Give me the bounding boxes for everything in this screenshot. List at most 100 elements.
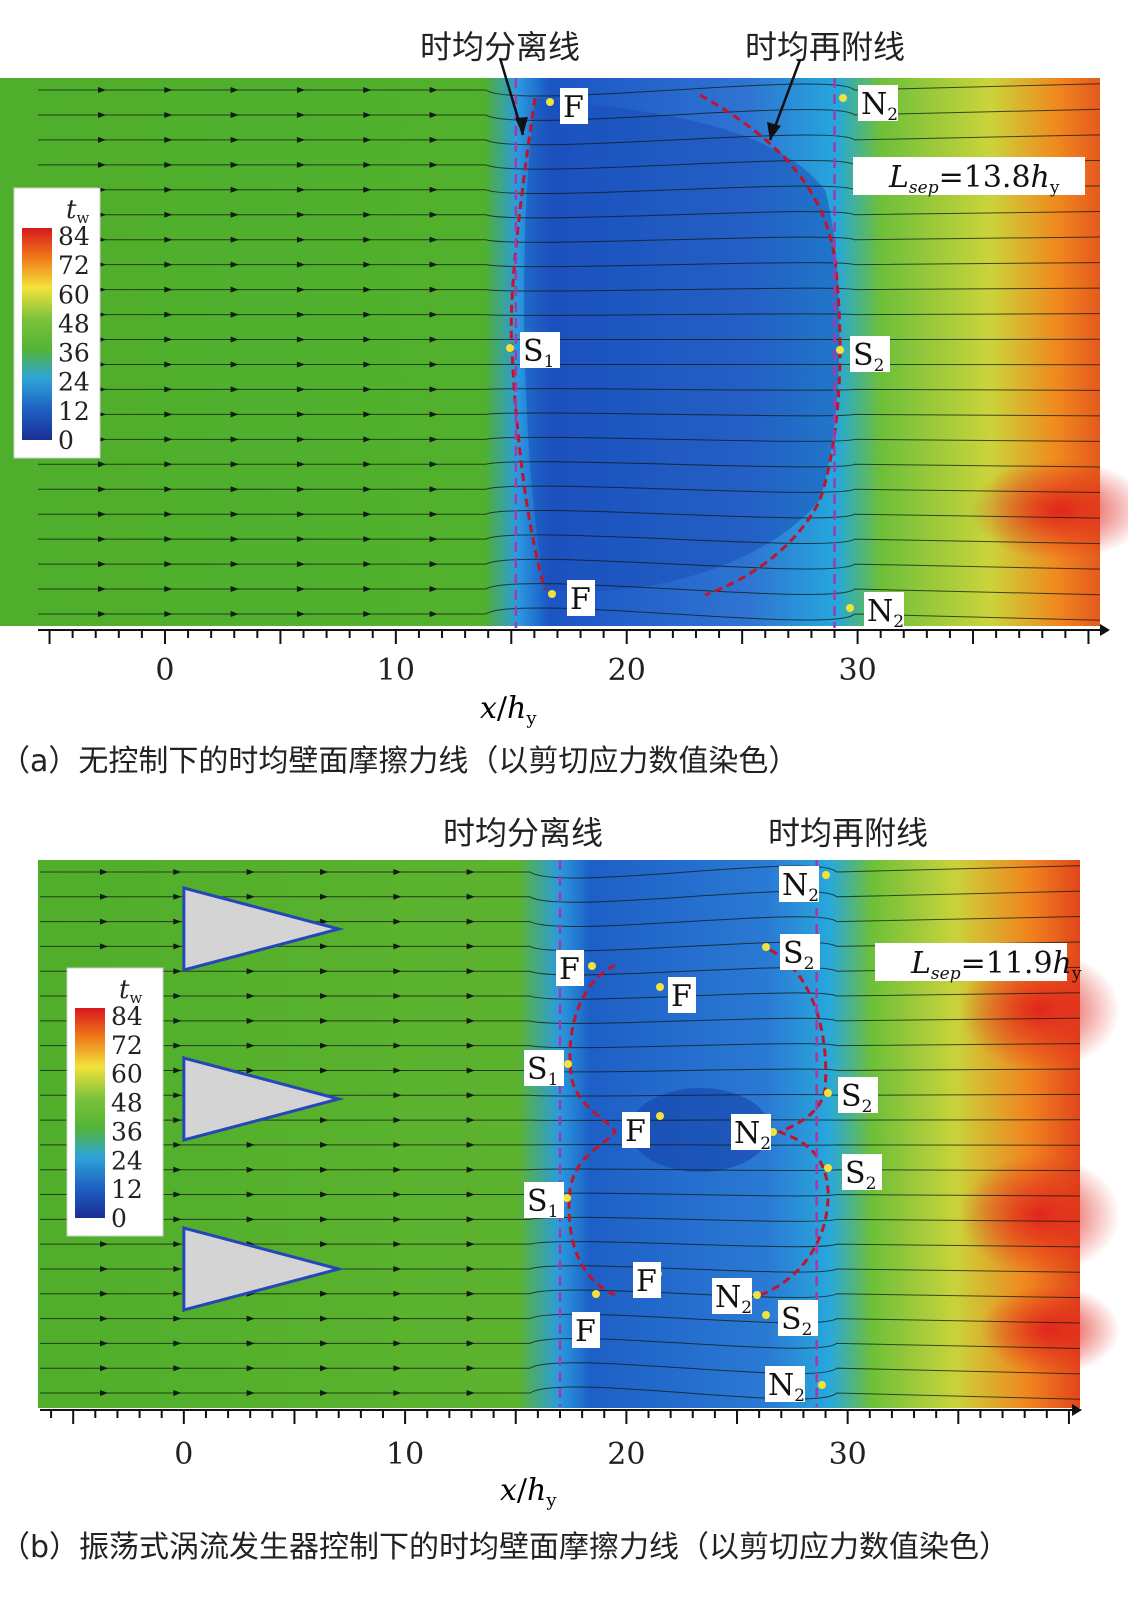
streamline <box>40 865 1081 879</box>
streamline-arrow <box>164 336 173 343</box>
critical-point-labels-b: N2 S2 F F S1 S2 F N2 S2 S1 F N2 F S2 N2 <box>524 866 882 1406</box>
streamline-arrow <box>466 1166 475 1173</box>
x-axis-label-a: x/hy <box>480 691 537 729</box>
streamline-arrow <box>230 211 239 218</box>
separation-length-text: Lsep=11.9hy <box>910 946 1082 984</box>
colorbar-tick-label: 36 <box>58 339 90 368</box>
streamline <box>40 1362 1081 1375</box>
streamline-arrow <box>320 1191 328 1198</box>
streamline-arrow <box>320 1166 328 1173</box>
streamline-arrow <box>393 1042 402 1049</box>
colorbar-tick-label: 72 <box>58 251 90 280</box>
streamline-arrow <box>363 386 372 393</box>
streamline-arrow <box>246 993 255 1000</box>
streamline-arrow <box>393 869 402 875</box>
streamline-arrow <box>164 611 173 617</box>
streamline <box>40 1289 1081 1299</box>
streamline-arrow <box>320 993 328 1000</box>
arrowhead-separation-a <box>515 117 528 135</box>
streamline-arrow <box>164 486 173 493</box>
streamline-arrow <box>173 993 182 1000</box>
streamline-arrow <box>230 161 239 168</box>
streamline-arrow <box>164 561 173 568</box>
streamline <box>38 338 1101 341</box>
streamline-arrow <box>363 511 372 518</box>
critical-point-label-box <box>524 1050 564 1086</box>
critical-point-label-box <box>779 866 819 902</box>
streamline-arrow <box>320 943 328 950</box>
critical-point-marker <box>822 871 830 879</box>
critical-point-label-box <box>731 1114 771 1150</box>
streamline-arrow <box>164 236 173 243</box>
streamline-arrow <box>164 586 173 593</box>
caption-b: （b）振荡式涡流发生器控制下的时均壁面摩擦力线（以剪切应力数值染色） <box>0 1530 1010 1565</box>
streamline-arrow <box>466 1042 475 1049</box>
critical-point-label: S1 <box>527 1184 558 1222</box>
streamline-arrow <box>393 1365 402 1372</box>
streamline-arrow <box>320 1117 328 1124</box>
streamline-arrow <box>164 411 173 418</box>
critical-point-label-box <box>850 336 890 372</box>
recirculation-cell-b <box>630 1088 770 1172</box>
streamline-arrow <box>320 1365 328 1372</box>
streamline <box>40 966 1081 976</box>
critical-point-label: S2 <box>781 1302 812 1340</box>
vortex-generator <box>182 1226 345 1312</box>
streamline-arrow <box>100 943 108 950</box>
streamline-arrow <box>164 511 173 518</box>
streamline-arrow <box>173 1117 182 1124</box>
critical-point-marker <box>762 943 770 951</box>
streamlines-a <box>38 83 1101 621</box>
vortex-generator <box>182 886 345 972</box>
x-axis-label-b: x/hy <box>500 1473 557 1511</box>
streamline-arrow <box>230 586 239 593</box>
streamline-arrow <box>246 1166 255 1173</box>
streamline-arrow <box>393 1216 402 1223</box>
streamline-arrow <box>100 1265 108 1272</box>
critical-point-label: N2 <box>861 87 898 125</box>
streamline-arrow <box>466 1141 475 1148</box>
reattachment-line-label-a: 时均再附线 <box>745 28 906 66</box>
streamline-arrow <box>466 1241 475 1248</box>
streamline-arrow <box>363 411 372 418</box>
streamline <box>38 210 1101 219</box>
streamline-arrow <box>296 236 305 243</box>
critical-point-label-box <box>567 580 595 616</box>
streamline-arrow <box>466 1390 475 1396</box>
streamline-arrow <box>173 1315 182 1322</box>
streamline-arrow <box>320 968 328 975</box>
critical-point-label: S2 <box>841 1079 872 1117</box>
critical-point-label-box <box>560 88 588 124</box>
streamline <box>38 461 1101 468</box>
streamline-arrow <box>393 1092 402 1099</box>
separation-length-annotation-b: Lsep=11.9hy <box>875 943 1082 984</box>
critical-point-label: N2 <box>715 1280 752 1318</box>
mean-lines-a <box>514 78 836 628</box>
streamline <box>40 1144 1081 1146</box>
streamline-arrow <box>466 1340 475 1347</box>
streamline <box>40 1265 1081 1273</box>
colorbar-tick-label: 0 <box>58 426 74 455</box>
critical-point-marker <box>588 962 596 970</box>
x-axis-ticks-b: 0 10 20 30 <box>50 1410 1070 1472</box>
streamline-arrow <box>363 336 372 343</box>
streamline-arrow <box>296 436 305 443</box>
critical-point-label-box <box>780 934 820 970</box>
streamline-arrow <box>173 1216 182 1223</box>
streamline-arrow <box>173 943 182 950</box>
streamline-arrow <box>246 1216 255 1223</box>
streamline-arrow <box>164 186 173 193</box>
streamline-arrow <box>173 1365 182 1372</box>
streamline-arrow <box>230 186 239 193</box>
streamline-arrow <box>363 111 372 118</box>
critical-point-marker <box>592 1290 600 1298</box>
critical-point-marker <box>546 98 554 106</box>
separation-length-text: Lsep=13.8hy <box>888 160 1060 198</box>
critical-point-labels-a: F F S1 S2 N2 N2 <box>506 85 904 632</box>
colorbar-gradient <box>22 228 52 440</box>
panel-a: 时均分离线 时均再附线 <box>0 0 1128 790</box>
streamline-arrow <box>246 1315 255 1322</box>
streamline <box>38 558 1101 570</box>
